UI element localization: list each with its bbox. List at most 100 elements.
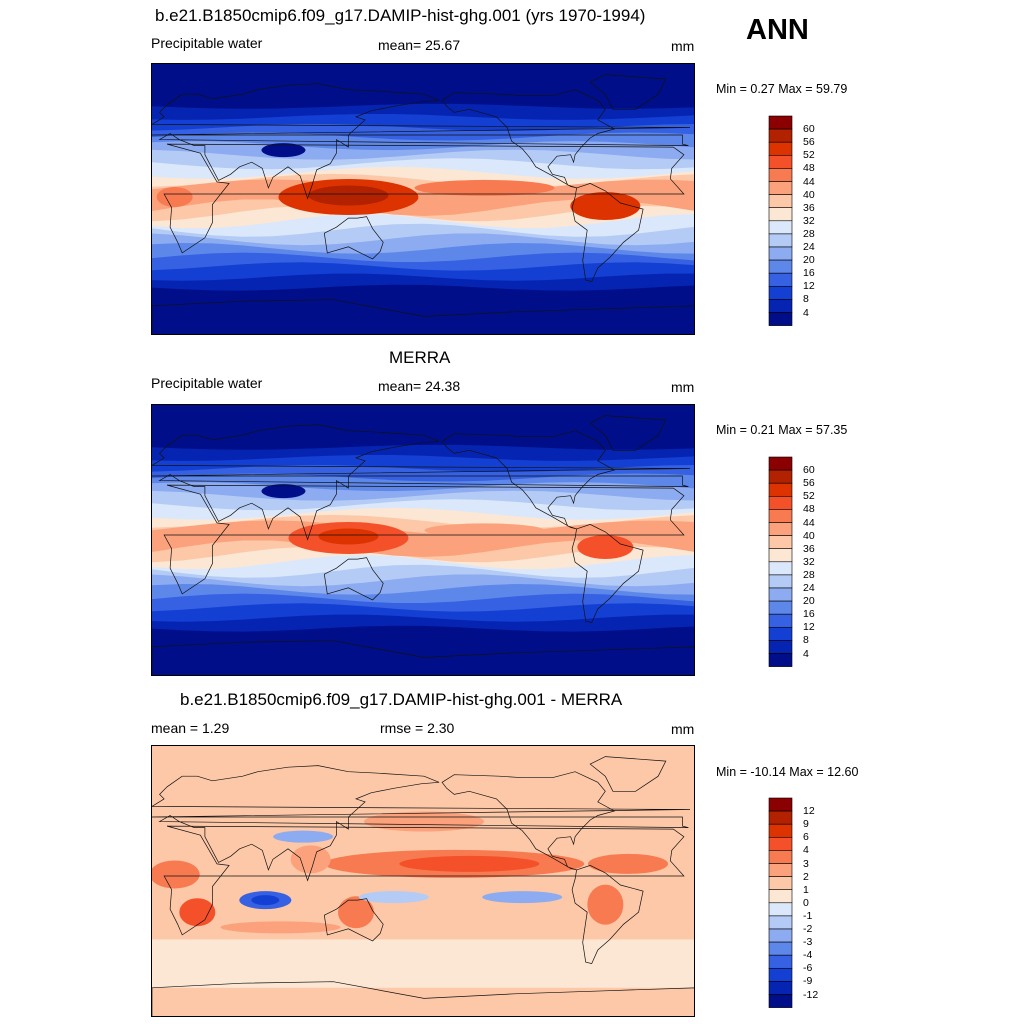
colorbar-tick-label: 6 — [803, 831, 809, 844]
colorbar-swatch — [768, 299, 793, 313]
colorbar-tick-label: 28 — [803, 227, 815, 240]
colorbar-tick-label: 4 — [803, 306, 809, 319]
colorbar-tick-label: 56 — [803, 136, 815, 149]
colorbar-swatch — [768, 246, 793, 261]
colorbar-svg — [768, 115, 793, 326]
colorbar-tick-label: 24 — [803, 582, 815, 594]
colorbar-tick-label: 4 — [803, 647, 809, 660]
colorbar-swatch — [768, 469, 793, 484]
colorbar-swatch — [768, 194, 793, 208]
colorbar-swatch — [768, 889, 793, 904]
colorbar-tick-label: 32 — [803, 214, 815, 227]
colorbar-swatch — [768, 522, 793, 536]
minmax-label-obs: Min = 0.21 Max = 57.35 — [716, 423, 848, 437]
colorbar-tick-label: 9 — [803, 818, 809, 831]
colorbar-tick-label: -4 — [803, 949, 813, 962]
colorbar-tick-label: 32 — [803, 555, 815, 568]
colorbar-tick-label: -12 — [803, 988, 819, 1001]
map-model — [151, 63, 695, 335]
colorbar-swatch — [768, 640, 793, 654]
colorbar-swatch — [768, 272, 793, 287]
colorbar-tick-label: 28 — [803, 568, 815, 581]
panel-title-obs: MERRA — [389, 348, 451, 367]
minmax-label-diff: Min = -10.14 Max = 12.60 — [716, 765, 859, 779]
colorbar-tick-label: -3 — [803, 936, 813, 949]
colorbar-swatch — [768, 810, 793, 825]
colorbar-tick-label: 44 — [803, 516, 815, 529]
units-label-model: mm — [671, 38, 695, 54]
colorbar-tick-label: 4 — [803, 844, 809, 857]
colorbar-swatch — [768, 548, 793, 563]
units-label-diff: mm — [671, 721, 695, 737]
colorbar-swatch — [768, 600, 793, 615]
colorbar-tick-label: 40 — [803, 529, 815, 542]
colorbar-swatch — [768, 850, 793, 864]
colorbar-swatch — [768, 128, 793, 143]
colorbar-diff: 12 9 6 4 3 2 1 0 -1 -2 -3 -4 -6 -9 -12 — [768, 797, 818, 1008]
map-svg — [152, 64, 694, 334]
colorbar-swatch — [768, 941, 793, 956]
colorbar-swatch — [768, 233, 793, 248]
mean-label-diff: mean = 1.29 — [151, 720, 230, 736]
colorbar-swatch — [768, 574, 793, 589]
colorbar-swatch — [768, 259, 793, 274]
colorbar-tick-label: 40 — [803, 188, 815, 201]
colorbar-svg — [768, 797, 793, 1008]
colorbar-tick-label: 12 — [803, 621, 815, 634]
colorbar-tick-label: 8 — [803, 293, 809, 306]
colorbar-swatch — [768, 115, 793, 130]
colorbar-swatch — [768, 836, 793, 851]
colorbar-swatch — [768, 207, 793, 222]
colorbar-swatch — [768, 154, 793, 169]
colorbar-swatch — [768, 994, 793, 1008]
colorbar-swatch — [768, 535, 793, 549]
map-obs — [151, 404, 695, 676]
colorbar-swatch — [768, 876, 793, 890]
colorbar-swatch — [768, 967, 793, 982]
colorbar-tick-label: -9 — [803, 975, 813, 988]
colorbar-tick-label: -6 — [803, 962, 813, 975]
colorbar-tick-label: 12 — [803, 805, 815, 818]
variable-label-model: Precipitable water — [151, 35, 263, 51]
variable-label-obs: Precipitable water — [151, 375, 263, 391]
colorbar-tick-label: 60 — [803, 464, 815, 477]
colorbar-tick-label: 2 — [803, 870, 809, 883]
colorbar-tick-label: 20 — [803, 254, 815, 267]
colorbar-swatch — [768, 141, 793, 156]
colorbar-swatch — [768, 954, 793, 969]
colorbar-swatch — [768, 797, 793, 812]
colorbar-tick-label: 48 — [803, 503, 815, 516]
colorbar-tick-label: 44 — [803, 175, 815, 188]
colorbar-swatch — [768, 915, 793, 930]
colorbar-tick-label: 36 — [803, 542, 815, 555]
colorbar-tick-label: 52 — [803, 149, 815, 162]
rmse-label-diff: rmse = 2.30 — [380, 720, 455, 736]
colorbar-tick-label: 12 — [803, 280, 815, 293]
colorbar-tick-label: 20 — [803, 595, 815, 608]
colorbar-tick-label: -1 — [803, 909, 813, 922]
colorbar-tick-label: 3 — [803, 857, 809, 870]
colorbar-swatch — [768, 863, 793, 877]
colorbar-tick-label: 24 — [803, 241, 815, 253]
colorbar-tick-label: 36 — [803, 201, 815, 214]
colorbar-swatch — [768, 981, 793, 995]
colorbar-model: 60 56 52 48 44 40 36 32 28 24 20 16 12 8 4 — [768, 115, 815, 326]
panel-title-diff: b.e21.B1850cmip6.f09_g17.DAMIP-hist-ghg.… — [180, 690, 623, 709]
colorbar-swatch — [768, 285, 793, 300]
panel-title-model: b.e21.B1850cmip6.f09_g17.DAMIP-hist-ghg.… — [155, 6, 646, 25]
mean-label-obs: mean= 24.38 — [378, 378, 461, 394]
season-label: ANN — [746, 14, 809, 46]
colorbar-swatch — [768, 509, 793, 523]
colorbar-tick-label: 48 — [803, 162, 815, 175]
colorbar-swatch — [768, 495, 793, 510]
colorbar-swatch — [768, 928, 793, 943]
colorbar-swatch — [768, 823, 793, 838]
colorbar-swatch — [768, 220, 793, 235]
colorbar-swatch — [768, 181, 793, 195]
map-svg — [152, 746, 694, 1016]
colorbar-tick-label: 16 — [803, 267, 815, 280]
colorbar-tick-label: 0 — [803, 896, 809, 909]
colorbar-swatch — [768, 312, 793, 326]
colorbar-tick-label: 52 — [803, 490, 815, 503]
mean-label-model: mean= 25.67 — [378, 37, 461, 53]
